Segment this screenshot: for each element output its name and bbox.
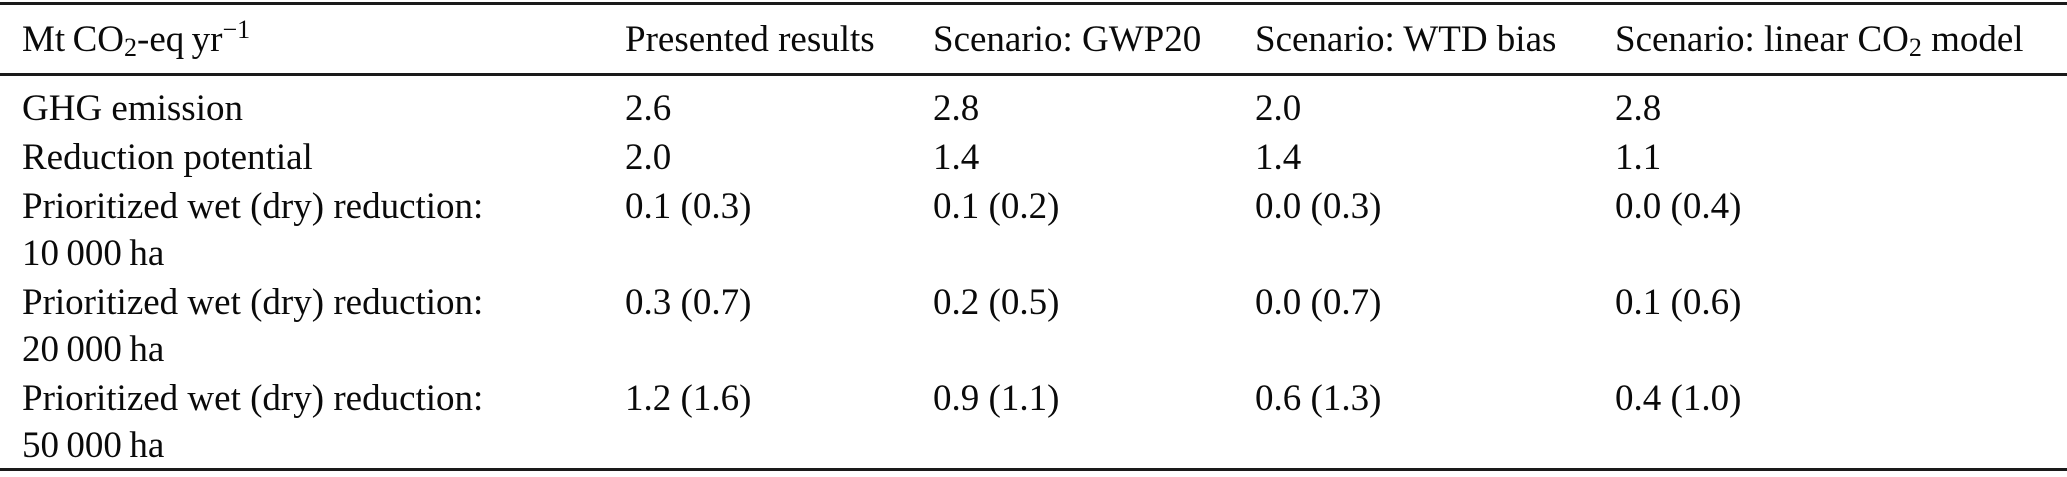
row-label: GHG emission: [22, 88, 243, 129]
cell-value: 0.0 (0.7): [1255, 282, 1382, 323]
column-header-scenario-linear-co2: Scenario: linear CO2 model: [1615, 18, 2067, 61]
cell-value: 0.6 (1.3): [1255, 378, 1382, 419]
cell-value: 1.4: [933, 137, 980, 178]
row-label: Reduction potential: [22, 137, 313, 178]
table-row-ghg-emission: GHG emission 2.6 2.8 2.0 2.8: [0, 85, 2067, 132]
cell-value: 2.6: [625, 88, 672, 129]
cell-value: 0.0 (0.4): [1615, 186, 1742, 227]
cell-value: 2.0: [625, 137, 672, 178]
column-header-scenario-wtd-bias: Scenario: WTD bias: [1255, 18, 1557, 60]
cell-value: 0.2 (0.5): [933, 282, 1060, 323]
row-label-group: Prioritized wet (dry) reduction: 20 000 …: [22, 279, 625, 373]
cell-value: 0.9 (1.1): [933, 378, 1060, 419]
column-header-linear-co2-prefix: Scenario: linear CO: [1615, 18, 1909, 60]
unit-header: Mt CO2-eq yr−1: [22, 15, 625, 63]
row-label-group: Prioritized wet (dry) reduction: 10 000 …: [22, 183, 625, 277]
column-header-linear-co2-suffix: model: [1921, 18, 2024, 60]
row-label: Prioritized wet (dry) reduction:: [22, 186, 484, 227]
row-sublabel: 10 000 ha: [22, 233, 165, 274]
row-label-group: Prioritized wet (dry) reduction: 50 000 …: [22, 375, 625, 469]
cell-value: 2.0: [1255, 88, 1302, 129]
row-label: Prioritized wet (dry) reduction:: [22, 378, 484, 419]
unit-header-subscript: 2: [124, 33, 137, 63]
cell-value: 0.1 (0.6): [1615, 282, 1742, 323]
table-row-prioritized-10000ha: Prioritized wet (dry) reduction: 10 000 …: [0, 183, 2067, 277]
cell-value: 1.2 (1.6): [625, 378, 752, 419]
cell-value: 0.1 (0.3): [625, 186, 752, 227]
cell-value: 1.4: [1255, 137, 1302, 178]
unit-header-superscript: −1: [222, 15, 251, 45]
row-label: Prioritized wet (dry) reduction:: [22, 282, 484, 323]
column-header-linear-co2-subscript: 2: [1908, 33, 1922, 63]
table-top-rule: [0, 2, 2067, 5]
cell-value: 0.0 (0.3): [1255, 186, 1382, 227]
table-header-rule: [0, 73, 2067, 76]
column-header-presented-results: Presented results: [625, 18, 875, 60]
table-bottom-rule: [0, 468, 2067, 471]
table-row-reduction-potential: Reduction potential 2.0 1.4 1.4 1.1: [0, 134, 2067, 181]
table-row-prioritized-50000ha: Prioritized wet (dry) reduction: 50 000 …: [0, 375, 2067, 469]
table-row-prioritized-20000ha: Prioritized wet (dry) reduction: 20 000 …: [0, 279, 2067, 373]
cell-value: 2.8: [1615, 88, 1662, 129]
cell-value: 2.8: [933, 88, 980, 129]
unit-header-prefix: Mt CO: [22, 18, 124, 60]
row-sublabel: 20 000 ha: [22, 329, 165, 370]
table-header-row: Mt CO2-eq yr−1 Presented results Scenari…: [0, 5, 2067, 73]
unit-header-mid: -eq yr: [137, 18, 223, 60]
cell-value: 0.1 (0.2): [933, 186, 1060, 227]
cell-value: 0.3 (0.7): [625, 282, 752, 323]
cell-value: 0.4 (1.0): [1615, 378, 1742, 419]
row-sublabel: 50 000 ha: [22, 425, 165, 466]
cell-value: 1.1: [1615, 137, 1662, 178]
column-header-scenario-gwp20: Scenario: GWP20: [933, 18, 1202, 60]
table-body: GHG emission 2.6 2.8 2.0 2.8 Reduction p…: [0, 79, 2067, 471]
